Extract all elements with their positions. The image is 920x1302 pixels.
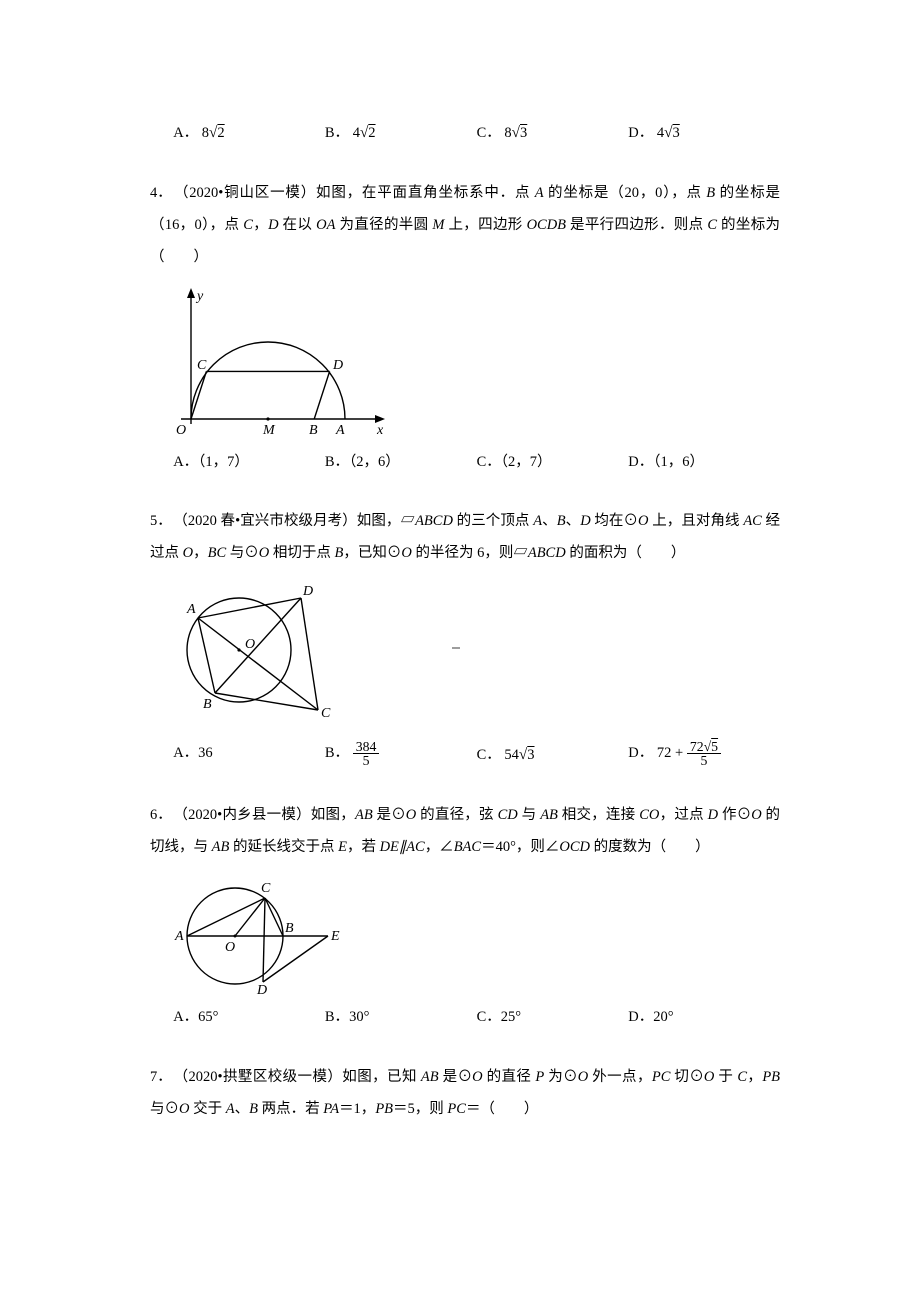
svg-text:D: D <box>332 358 343 373</box>
q6-option-c: C．25° <box>477 1002 629 1034</box>
option-letter: D． <box>628 125 653 141</box>
question-3: A． 8√2 B． 4√2 C． 8√3 D． 4√3 <box>150 116 780 150</box>
q4-option-a: A．（1，7） <box>173 447 325 479</box>
q6-stem: 6．（2020•内乡县一模）如图，AB 是⊙O 的直径，弦 CD 与 AB 相交… <box>150 800 780 864</box>
q6-options: A．65° B．30° C．25° D．20° <box>150 1002 780 1034</box>
q5-option-a: A．36 <box>173 738 325 772</box>
question-6: 6．（2020•内乡县一模）如图，AB 是⊙O 的直径，弦 CD 与 AB 相交… <box>150 800 780 1034</box>
q5-option-d: D． 72 + 72√5 5 <box>628 738 780 772</box>
q4-option-d: D．（1，6） <box>628 447 780 479</box>
q3-options: A． 8√2 B． 4√2 C． 8√3 D． 4√3 <box>150 116 780 150</box>
q3-option-d: D． 4√3 <box>628 116 780 150</box>
fraction: 72√5 5 <box>687 740 721 769</box>
q5-svg: A D B C O <box>173 580 348 730</box>
option-value: 54√3 <box>504 747 534 763</box>
q6-option-a: A．65° <box>173 1002 325 1034</box>
q-number: 4． <box>150 178 173 210</box>
q4-option-b: B．（2，6） <box>325 447 477 479</box>
question-4: 4．（2020•铜山区一模）如图，在平面直角坐标系中．点 A 的坐标是（20，0… <box>150 178 780 479</box>
q5-option-b: B． 384 5 <box>325 738 477 772</box>
fraction: 384 5 <box>353 740 380 769</box>
svg-text:B: B <box>285 921 294 936</box>
svg-text:M: M <box>262 423 276 438</box>
q-number: 7． <box>150 1062 173 1094</box>
svg-text:x: x <box>376 423 384 438</box>
q5-stem: 5．（2020 春•宜兴市校级月考）如图，▱ABCD 的三个顶点 A、B、D 均… <box>150 506 780 570</box>
q6-option-b: B．30° <box>325 1002 477 1034</box>
q-source: （2020 春•宜兴市校级月考） <box>173 513 357 529</box>
q6-figure: A B C D E O <box>173 874 780 994</box>
q5-option-c: C． 54√3 <box>477 738 629 772</box>
q6-svg: A B C D E O <box>173 874 348 994</box>
svg-text:A: A <box>174 929 184 944</box>
svg-text:D: D <box>256 983 267 994</box>
q4-options: A．（1，7） B．（2，6） C．（2，7） D．（1，6） <box>150 447 780 479</box>
page-container: A． 8√2 B． 4√2 C． 8√3 D． 4√3 4．（2020•铜山区一… <box>0 0 920 1302</box>
q3-option-b: B． 4√2 <box>325 116 477 150</box>
svg-text:O: O <box>176 423 186 438</box>
option-letter: C． <box>477 125 501 141</box>
option-value: 4√2 <box>353 125 376 141</box>
q-source: （2020•内乡县一模） <box>173 807 311 823</box>
q-source: （2020•铜山区一模） <box>173 185 316 201</box>
q-source: （2020•拱墅区校级一模） <box>173 1069 342 1085</box>
svg-text:C: C <box>321 706 331 721</box>
option-letter: A． <box>173 125 198 141</box>
q5-options: A．36 B． 384 5 C． 54√3 D． 72 + 72√5 5 <box>150 738 780 772</box>
q6-option-d: D．20° <box>628 1002 780 1034</box>
svg-text:B: B <box>203 697 212 712</box>
option-value: 8√2 <box>202 125 225 141</box>
frac-num: 72√5 <box>687 740 721 755</box>
question-7: 7．（2020•拱墅区校级一模）如图，已知 AB 是⊙O 的直径 P 为⊙O 外… <box>150 1062 780 1126</box>
svg-text:B: B <box>309 423 318 438</box>
option-prefix: 72 + <box>657 745 687 761</box>
svg-text:A: A <box>186 602 196 617</box>
svg-text:C: C <box>197 358 207 373</box>
q3-option-c: C． 8√3 <box>477 116 629 150</box>
svg-text:C: C <box>261 881 271 896</box>
q4-svg: y C D O M B A x <box>173 284 393 439</box>
svg-text:E: E <box>330 929 340 944</box>
option-letter: B． <box>325 125 349 141</box>
svg-text:O: O <box>245 637 255 652</box>
q5-figure: A D B C O <box>173 580 780 730</box>
q4-option-c: C．（2，7） <box>477 447 629 479</box>
q-number: 6． <box>150 800 173 832</box>
svg-text:O: O <box>225 940 235 955</box>
decorative-marker <box>452 647 460 649</box>
svg-text:y: y <box>195 289 204 304</box>
svg-text:D: D <box>302 584 313 599</box>
q4-stem: 4．（2020•铜山区一模）如图，在平面直角坐标系中．点 A 的坐标是（20，0… <box>150 178 780 274</box>
svg-text:A: A <box>335 423 345 438</box>
option-value: 8√3 <box>504 125 527 141</box>
q7-stem: 7．（2020•拱墅区校级一模）如图，已知 AB 是⊙O 的直径 P 为⊙O 外… <box>150 1062 780 1126</box>
question-5: 5．（2020 春•宜兴市校级月考）如图，▱ABCD 的三个顶点 A、B、D 均… <box>150 506 780 772</box>
option-value: 4√3 <box>657 125 680 141</box>
q4-figure: y C D O M B A x <box>173 284 780 439</box>
q-number: 5． <box>150 506 173 538</box>
q3-option-a: A． 8√2 <box>173 116 325 150</box>
